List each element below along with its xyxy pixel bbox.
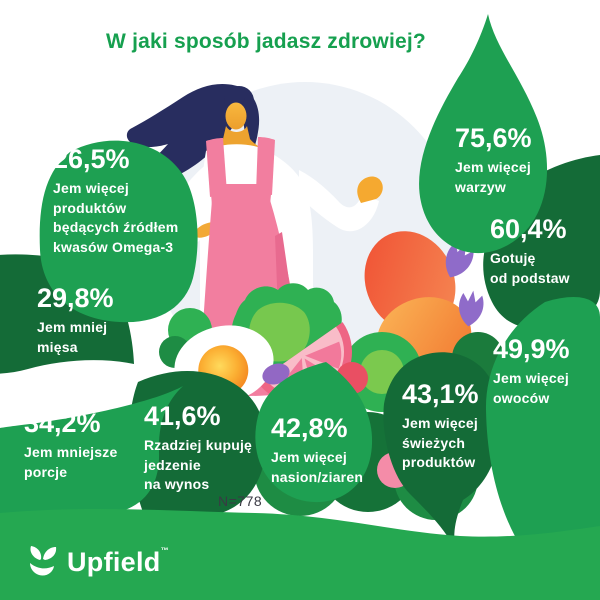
stat-value: 49,9%	[493, 334, 570, 364]
leaf-shape-omega3	[39, 140, 198, 323]
stat-label: Jem mniej mięsa	[37, 319, 108, 355]
stat-value: 41,6%	[144, 401, 221, 431]
stat-label: Jem więcej produktów będących źródłem kw…	[53, 180, 179, 255]
leaf-shape-fresh-products	[383, 352, 501, 548]
stat-takeaway: 41,6% Rzadziej kupuję jedzenie na wynos	[144, 403, 252, 495]
sample-size-note: N=778	[218, 493, 263, 509]
stat-label: Jem więcej nasion/ziaren	[271, 449, 364, 485]
woman-head	[225, 102, 247, 130]
upfield-leaf-icon	[30, 546, 57, 576]
trademark-symbol: ™	[160, 545, 169, 555]
brand-logo: Upfield™	[28, 546, 169, 578]
stat-smaller-portions: 34,2% Jem mniejsze porcje	[24, 410, 117, 482]
leaf-shape-smaller-portions	[0, 386, 183, 522]
stat-more-vegetables: 75,6% Jem więcej warzyw	[455, 125, 532, 197]
stat-label: Jem więcej świeżych produktów	[402, 415, 478, 471]
stat-less-meat: 29,8% Jem mniej mięsa	[37, 285, 114, 357]
stat-value: 60,4%	[490, 214, 567, 244]
stat-label: Jem mniejsze porcje	[24, 444, 118, 480]
stat-label: Jem więcej owoców	[493, 370, 569, 406]
page-title: W jaki sposób jadasz zdrowiej?	[106, 30, 426, 53]
leaf-shape-more-vegetables	[419, 14, 548, 254]
stat-value: 42,8%	[271, 413, 348, 443]
stat-value: 75,6%	[455, 123, 532, 153]
stat-value: 29,8%	[37, 283, 114, 313]
leaf-shape-seeds	[255, 362, 373, 503]
stat-seeds: 42,8% Jem więcej nasion/ziaren	[271, 415, 363, 487]
woman-right-arm	[299, 170, 379, 232]
stat-value: 26,5%	[53, 144, 130, 174]
stat-cook-from-scratch: 60,4% Gotuję od podstaw	[490, 216, 570, 288]
stat-label: Jem więcej warzyw	[455, 159, 531, 195]
stat-label: Rzadziej kupuję jedzenie na wynos	[144, 437, 253, 493]
stat-omega3: 26,5% Jem więcej produktów będących źród…	[53, 146, 178, 257]
brand-name: Upfield™	[67, 545, 169, 577]
stat-fresh-products: 43,1% Jem więcej świeżych produktów	[402, 381, 479, 473]
stat-value: 43,1%	[402, 379, 479, 409]
leaf-shape-more-fruit	[485, 297, 600, 545]
woman-right-hand	[357, 176, 383, 203]
stat-value: 34,2%	[24, 408, 101, 438]
stat-more-fruit: 49,9% Jem więcej owoców	[493, 336, 570, 408]
stat-label: Gotuję od podstaw	[490, 250, 570, 286]
